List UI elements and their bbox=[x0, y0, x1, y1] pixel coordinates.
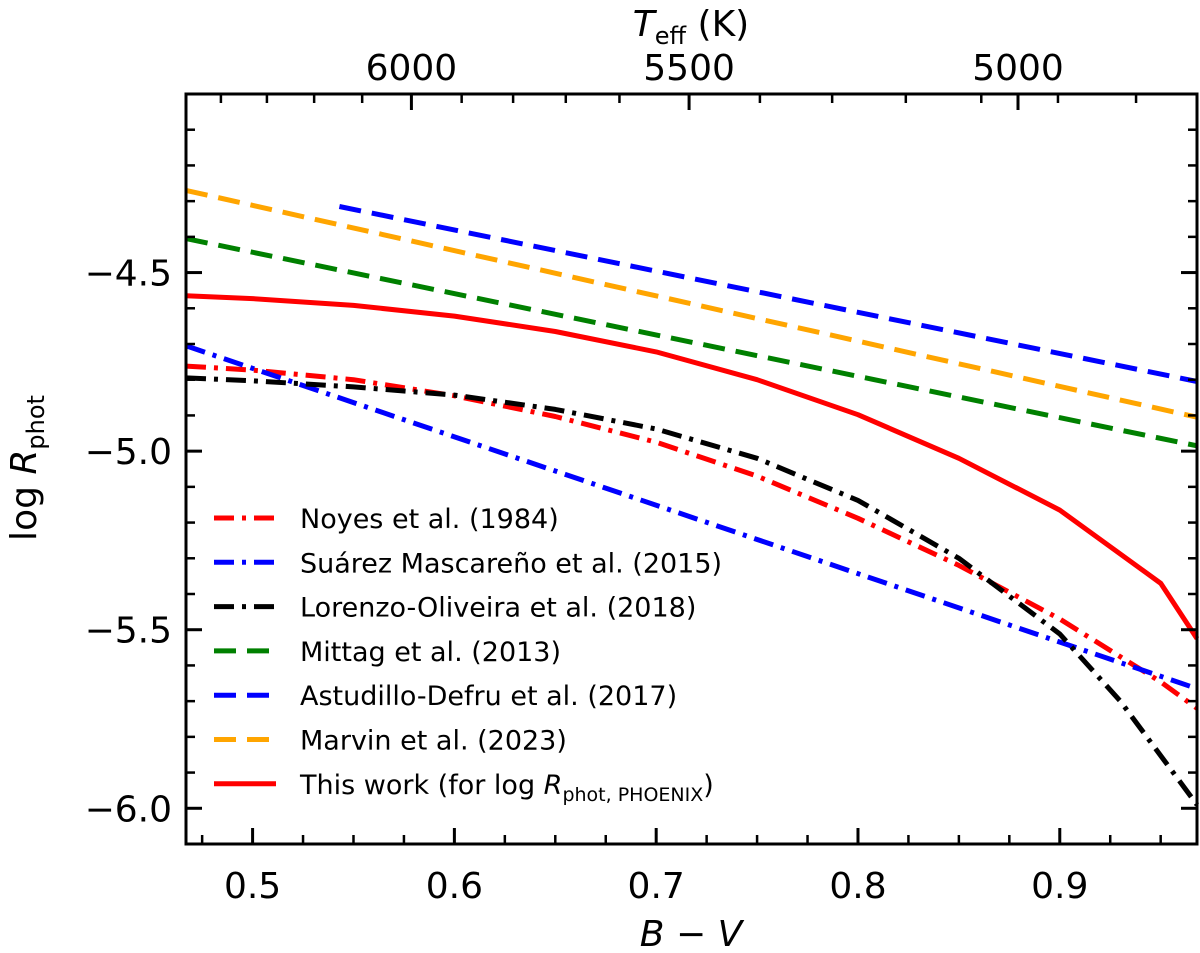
y-axis-title: log Rphot bbox=[4, 395, 50, 541]
series-line-3 bbox=[185, 236, 1198, 449]
series-layer bbox=[185, 187, 1200, 807]
legend-label-5: Marvin et al. (2023) bbox=[300, 726, 567, 757]
series-line-2 bbox=[185, 375, 1200, 807]
x-tick-label: 0.6 bbox=[426, 866, 483, 907]
top-tick-label: 5000 bbox=[972, 48, 1064, 89]
y-tick-label: −6.0 bbox=[85, 789, 172, 830]
x-axis-title: B − V bbox=[640, 914, 745, 953]
plot-frame bbox=[184, 92, 1199, 846]
legend-label-1: Suárez Mascareño et al. (2015) bbox=[300, 548, 722, 579]
y-tick-label: −5.0 bbox=[85, 432, 172, 473]
top-axis-title: Teff (K) bbox=[633, 4, 749, 50]
series-line-1 bbox=[185, 343, 1198, 691]
series-line-6 bbox=[185, 293, 1200, 640]
y-tick-label: −4.5 bbox=[85, 254, 172, 295]
top-tick-label: 5500 bbox=[643, 48, 735, 89]
top-tick-label: 6000 bbox=[366, 48, 458, 89]
x-tick-label: 0.9 bbox=[1031, 866, 1088, 907]
legend-label-6: This work (for log Rphot, PHOENIX) bbox=[299, 770, 714, 806]
legend-label-4: Astudillo-Defru et al. (2017) bbox=[300, 681, 677, 712]
y-tick-label: −5.5 bbox=[85, 611, 172, 652]
tick-layer: 0.5 0.6 0.7 0.8 0.9 −4.5 −5.0 −5.5 −6.0 6000 5500 5… bbox=[85, 48, 1197, 907]
legend-label-3: Mittag et al. (2013) bbox=[300, 637, 561, 668]
legend-label-2: Lorenzo-Oliveira et al. (2018) bbox=[300, 593, 696, 624]
legend: Noyes et al. (1984) Suárez Mascareño et a… bbox=[214, 504, 722, 806]
x-tick-label: 0.8 bbox=[829, 866, 886, 907]
series-line-5 bbox=[185, 187, 1198, 420]
series-line-0 bbox=[185, 363, 1199, 711]
x-tick-label: 0.7 bbox=[628, 866, 685, 907]
x-tick-label: 0.5 bbox=[224, 866, 281, 907]
series-line-4 bbox=[338, 204, 1198, 384]
legend-label-0: Noyes et al. (1984) bbox=[300, 504, 559, 535]
